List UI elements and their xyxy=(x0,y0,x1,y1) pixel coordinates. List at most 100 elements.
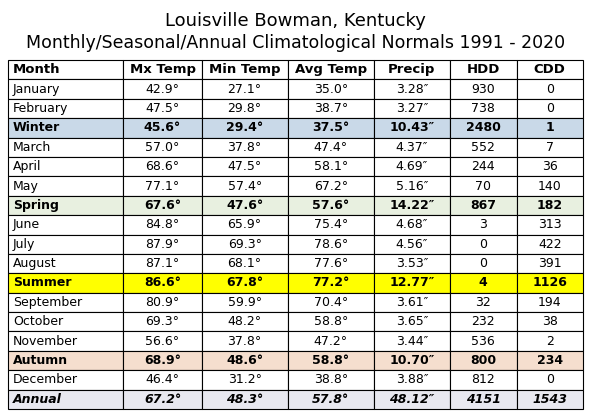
Text: 35.0°: 35.0° xyxy=(314,83,348,95)
Text: 48.12″: 48.12″ xyxy=(389,393,434,406)
Bar xyxy=(450,273,517,293)
Text: 69.3°: 69.3° xyxy=(145,315,180,328)
Bar xyxy=(124,235,202,254)
Bar xyxy=(8,196,124,215)
Bar xyxy=(374,351,450,370)
Bar xyxy=(450,254,517,273)
Text: 47.4°: 47.4° xyxy=(314,141,348,154)
Text: Precip: Precip xyxy=(388,63,436,76)
Bar xyxy=(202,60,288,79)
Bar xyxy=(374,60,450,79)
Text: Louisville Bowman, Kentucky: Louisville Bowman, Kentucky xyxy=(165,12,426,30)
Bar xyxy=(374,196,450,215)
Text: 45.6°: 45.6° xyxy=(144,121,181,134)
Bar xyxy=(8,79,124,99)
Bar xyxy=(450,312,517,332)
Bar xyxy=(124,157,202,176)
Text: 812: 812 xyxy=(472,373,495,387)
Bar xyxy=(8,176,124,196)
Text: 930: 930 xyxy=(472,83,495,95)
Text: April: April xyxy=(13,160,41,173)
Bar xyxy=(8,215,124,235)
Bar xyxy=(124,351,202,370)
Text: 57.6°: 57.6° xyxy=(312,199,349,212)
Bar xyxy=(374,157,450,176)
Bar xyxy=(450,332,517,351)
Text: 10.43″: 10.43″ xyxy=(389,121,434,134)
Bar xyxy=(450,235,517,254)
Bar xyxy=(288,254,374,273)
Text: 4.68″: 4.68″ xyxy=(396,218,428,231)
Text: September: September xyxy=(13,296,82,309)
Text: CDD: CDD xyxy=(534,63,566,76)
Text: 182: 182 xyxy=(537,199,563,212)
Text: 3.65″: 3.65″ xyxy=(396,315,428,328)
Bar xyxy=(202,351,288,370)
Text: 47.5°: 47.5° xyxy=(145,102,180,115)
Text: 38.7°: 38.7° xyxy=(314,102,348,115)
Text: 46.4°: 46.4° xyxy=(145,373,180,387)
Bar xyxy=(517,273,583,293)
Bar xyxy=(202,254,288,273)
Text: 37.8°: 37.8° xyxy=(228,141,262,154)
Text: 5.16″: 5.16″ xyxy=(396,180,428,192)
Bar xyxy=(288,99,374,118)
Text: 37.8°: 37.8° xyxy=(228,335,262,348)
Bar xyxy=(450,389,517,409)
Bar xyxy=(124,293,202,312)
Bar xyxy=(288,312,374,332)
Bar xyxy=(374,332,450,351)
Bar xyxy=(288,118,374,138)
Text: 867: 867 xyxy=(470,199,496,212)
Bar xyxy=(517,99,583,118)
Text: 68.1°: 68.1° xyxy=(228,257,262,270)
Text: 77.2°: 77.2° xyxy=(312,276,349,290)
Bar xyxy=(450,176,517,196)
Text: 7: 7 xyxy=(545,141,554,154)
Text: 0: 0 xyxy=(479,257,487,270)
Text: 738: 738 xyxy=(471,102,495,115)
Text: 422: 422 xyxy=(538,238,561,251)
Bar xyxy=(8,273,124,293)
Text: 800: 800 xyxy=(470,354,496,367)
Text: 67.2°: 67.2° xyxy=(144,393,181,406)
Bar xyxy=(517,254,583,273)
Text: 38.8°: 38.8° xyxy=(314,373,348,387)
Bar xyxy=(288,332,374,351)
Bar xyxy=(202,196,288,215)
Text: 58.1°: 58.1° xyxy=(314,160,348,173)
Bar xyxy=(124,176,202,196)
Text: 0: 0 xyxy=(545,83,554,95)
Text: 1543: 1543 xyxy=(532,393,567,406)
Bar xyxy=(8,254,124,273)
Bar xyxy=(8,235,124,254)
Text: 58.8°: 58.8° xyxy=(312,354,349,367)
Bar xyxy=(374,215,450,235)
Bar xyxy=(517,351,583,370)
Text: 67.6°: 67.6° xyxy=(144,199,181,212)
Bar xyxy=(288,215,374,235)
Text: 1: 1 xyxy=(545,121,554,134)
Text: 552: 552 xyxy=(471,141,495,154)
Text: 48.2°: 48.2° xyxy=(228,315,262,328)
Bar xyxy=(8,99,124,118)
Text: Summer: Summer xyxy=(13,276,72,290)
Text: 38: 38 xyxy=(542,315,558,328)
Text: 67.8°: 67.8° xyxy=(226,276,263,290)
Text: May: May xyxy=(13,180,39,192)
Text: Mx Temp: Mx Temp xyxy=(129,63,196,76)
Text: 77.6°: 77.6° xyxy=(314,257,348,270)
Text: 70.4°: 70.4° xyxy=(314,296,348,309)
Text: 3.88″: 3.88″ xyxy=(395,373,428,387)
Text: Winter: Winter xyxy=(13,121,60,134)
Bar xyxy=(8,157,124,176)
Text: 3.27″: 3.27″ xyxy=(396,102,428,115)
Bar xyxy=(374,118,450,138)
Text: 58.8°: 58.8° xyxy=(313,315,348,328)
Bar xyxy=(288,79,374,99)
Text: 77.1°: 77.1° xyxy=(145,180,180,192)
Text: 65.9°: 65.9° xyxy=(228,218,262,231)
Bar xyxy=(288,235,374,254)
Bar xyxy=(124,389,202,409)
Bar xyxy=(202,118,288,138)
